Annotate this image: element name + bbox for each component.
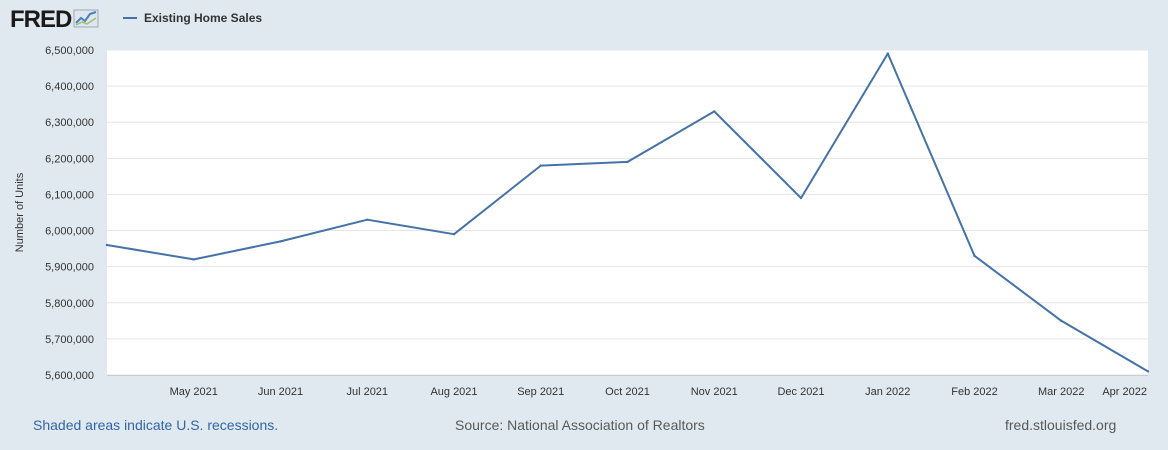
data-point	[279, 240, 282, 243]
x-tick-label: Sep 2021	[517, 386, 564, 398]
y-tick-label: 5,700,000	[45, 334, 94, 346]
data-point	[626, 160, 629, 164]
legend-series-label: Existing Home Sales	[144, 11, 263, 25]
y-tick-label: 6,200,000	[45, 153, 94, 165]
plot-area	[107, 50, 1148, 375]
data-point	[799, 196, 803, 200]
data-point	[539, 164, 542, 167]
x-tick-label: Jan 2022	[865, 386, 910, 398]
line-chart: 5,600,000 5,700,000 5,800,000 5,900,000 6,00…	[14, 45, 1150, 398]
data-point	[105, 243, 109, 247]
fred-url-link[interactable]: fred.stlouisfed.org	[1005, 417, 1117, 433]
fred-logo[interactable]: FRED	[10, 6, 99, 34]
x-tick-label: Apr 2022	[1102, 386, 1147, 398]
x-tick-label: Dec 2021	[777, 386, 824, 398]
x-tick-label: Feb 2022	[951, 386, 997, 398]
y-tick-label: 6,500,000	[45, 45, 94, 57]
data-point	[973, 254, 976, 258]
data-point	[192, 258, 195, 261]
y-tick-label: 6,300,000	[45, 117, 94, 129]
data-point	[886, 52, 889, 55]
data-point	[1146, 370, 1150, 373]
legend-swatch	[123, 17, 137, 19]
recession-note-link[interactable]: Shaded areas indicate U.S. recessions.	[33, 417, 279, 433]
x-tick-label: Nov 2021	[691, 386, 738, 398]
x-tick-label: Jun 2021	[258, 386, 303, 398]
x-tick-label: Oct 2021	[605, 386, 650, 398]
y-tick-label: 6,000,000	[45, 226, 94, 238]
y-axis-title: Number of Units	[14, 172, 26, 252]
data-point	[366, 218, 369, 221]
x-tick-label: Mar 2022	[1038, 386, 1084, 398]
fred-logo-text: FRED	[10, 6, 72, 33]
data-point	[713, 110, 716, 113]
chart-legend: Existing Home Sales	[123, 11, 262, 25]
source-note: Source: National Association of Realtors	[455, 417, 705, 433]
x-tick-label: Aug 2021	[430, 386, 477, 398]
y-tick-label: 5,600,000	[45, 370, 94, 382]
fred-chart-icon	[73, 8, 99, 33]
x-tick-label: May 2021	[170, 386, 218, 398]
data-point	[1060, 319, 1063, 323]
data-point	[452, 232, 456, 236]
x-tick-label: Jul 2021	[346, 386, 388, 398]
y-tick-label: 5,900,000	[45, 262, 94, 274]
y-tick-label: 5,800,000	[45, 298, 94, 310]
y-tick-label: 6,100,000	[45, 189, 94, 201]
y-tick-label: 6,400,000	[45, 81, 94, 93]
